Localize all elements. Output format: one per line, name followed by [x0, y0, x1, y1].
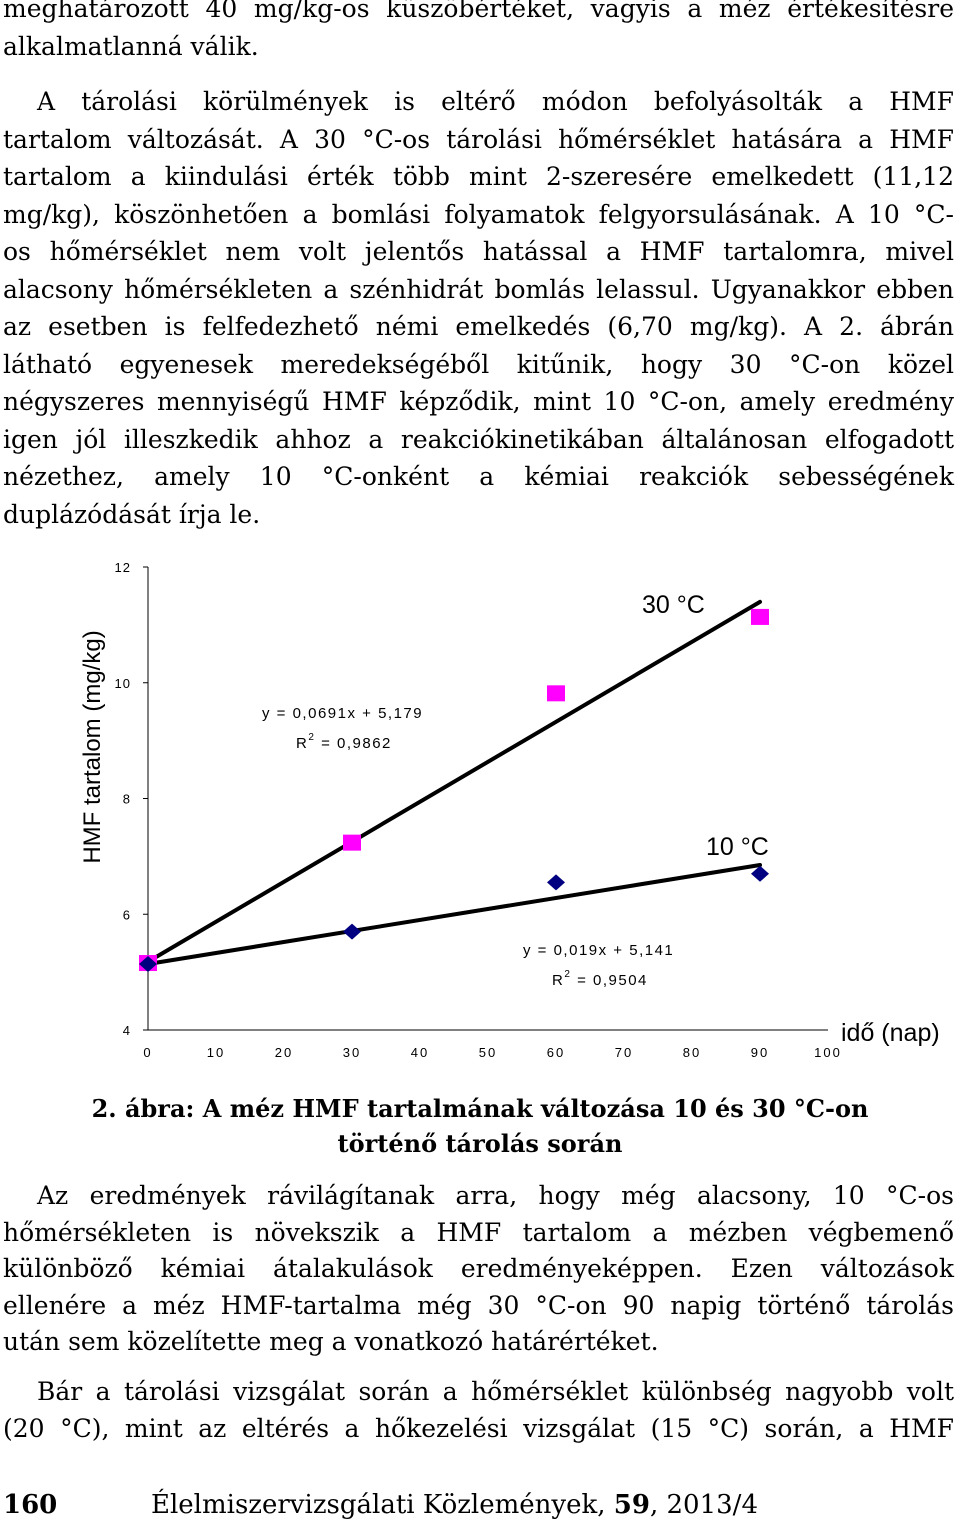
trendline-series-0 [146, 599, 762, 964]
x-tick-label: 100 [814, 1045, 842, 1060]
caption-line: történő tárolás során [337, 1129, 623, 1158]
x-tick-label: 90 [751, 1045, 769, 1060]
chart-tick-labels: 4 6 8 10 12 0 10 20 30 40 50 60 70 80 90 100 [115, 560, 842, 1060]
text-line: (20 °C), mint az eltérés a hőkezelési vi… [3, 1413, 954, 1443]
x-tick-label: 20 [275, 1045, 293, 1060]
paragraph-2: A tárolási körülmények is eltérő módon b… [3, 83, 954, 533]
text-line: négyszeres mennyiségű HMF képződik, mint… [3, 387, 954, 416]
page-number: 160 [3, 1490, 58, 1520]
data-point-diamond [139, 956, 157, 973]
journal-name: Élelmiszervizsgálati Közlemények, [151, 1490, 614, 1520]
text-line: látható egyenesek meredekségéből kitűnik… [3, 349, 954, 379]
text-line: duplázódását írja le. [3, 499, 261, 529]
page-footer: 160 Élelmiszervizsgálati Közlemények, 59,… [3, 1488, 758, 1522]
data-point-square [547, 685, 565, 702]
x-tick-label: 50 [479, 1045, 497, 1060]
data-point-square [343, 834, 361, 851]
figure-caption: 2. ábra: A méz HMF tartalmának változása… [0, 1091, 960, 1161]
caption-line: 2. ábra: A méz HMF tartalmának változása… [91, 1094, 869, 1123]
text-line: tartalom a kiindulási érték több mint 2-… [3, 162, 954, 191]
y-tick-label: 10 [115, 676, 131, 691]
chart-labels: HMF tartalom (mg/kg) idő (nap) 30 °C 10 … [79, 591, 940, 1047]
text-line: Bár a tárolási vizsgálat során a hőmérsé… [37, 1377, 954, 1406]
y-tick-label: 4 [123, 1023, 131, 1038]
series-label-10c: 10 °C [706, 833, 769, 861]
text-line: os hőmérséklet nem volt jelentős hatássa… [3, 237, 954, 266]
journal-volume: 59 [613, 1490, 650, 1520]
text-line: hőmérsékleten is növekszik a HMF tartalo… [3, 1217, 954, 1247]
r2-30c: R2 = 0,9862 [296, 732, 392, 752]
y-tick-label: 6 [123, 907, 131, 922]
paragraph-1: meghatározott 40 mg/kg-os küszöbértéket,… [3, 0, 954, 65]
x-tick-label: 70 [615, 1045, 633, 1060]
y-tick-label: 12 [115, 560, 131, 575]
series-label-30c: 30 °C [642, 591, 705, 619]
x-axis-label: idő (nap) [841, 1019, 940, 1047]
x-tick-label: 80 [683, 1045, 701, 1060]
chart-trendlines [146, 599, 762, 966]
text-line: igen jól illeszkedik ahhoz a reakciókine… [3, 424, 954, 454]
y-axis-label: HMF tartalom (mg/kg) [79, 630, 106, 863]
text-line: nézethez, amely 10 °C-onként a kémiai re… [3, 462, 954, 491]
text-line: A tárolási körülmények is eltérő módon b… [37, 87, 954, 116]
r2-10c: R2 = 0,9504 [552, 969, 648, 989]
text-line: tartalom változását. A 30 °C-os tárolási… [3, 124, 954, 154]
text-line: különböző kémiai átalakulások eredmények… [3, 1254, 954, 1283]
text-line: után sem közelítette meg a vonatkozó hat… [3, 1327, 659, 1356]
data-point-diamond [751, 865, 769, 882]
paragraph-4: Bár a tárolási vizsgálat során a hőmérsé… [3, 1374, 954, 1447]
chart-axes [143, 566, 828, 1031]
text-line: alkalmatlanná válik. [3, 31, 259, 61]
data-point-diamond [547, 874, 565, 891]
x-tick-label: 30 [343, 1045, 361, 1060]
text-line: alacsony hőmérsékleten a szénhidrát boml… [3, 274, 954, 304]
equation-10c: y = 0,019x + 5,141 [523, 942, 674, 959]
text-line: Az eredmények rávilágítanak arra, hogy m… [37, 1181, 954, 1210]
paragraph-3: Az eredmények rávilágítanak arra, hogy m… [3, 1178, 954, 1361]
x-tick-label: 40 [411, 1045, 429, 1060]
journal-issue: , 2013/4 [649, 1490, 758, 1520]
trendline-series-1 [146, 862, 762, 966]
x-tick-label: 0 [143, 1045, 152, 1060]
text-line: az esetben is felfedezhető némi emelkedé… [3, 312, 954, 341]
data-point-diamond [343, 923, 361, 940]
data-point-square [751, 608, 769, 625]
x-tick-label: 10 [207, 1045, 225, 1060]
equation-30c: y = 0,0691x + 5,179 [262, 705, 423, 722]
text-line: mg/kg), köszönhetően a bomlási folyamato… [3, 199, 954, 229]
hmf-scatter-chart: 4 6 8 10 12 0 10 20 30 40 50 60 70 80 90 100 HMF tartal… [79, 560, 940, 1060]
y-tick-label: 8 [123, 792, 131, 807]
text-line: ellenére a méz HMF-tartalma még 30 °C-on… [3, 1290, 954, 1320]
x-tick-label: 60 [547, 1045, 565, 1060]
text-line: meghatározott 40 mg/kg-os küszöbértéket,… [3, 0, 954, 23]
chart-points [139, 608, 769, 973]
